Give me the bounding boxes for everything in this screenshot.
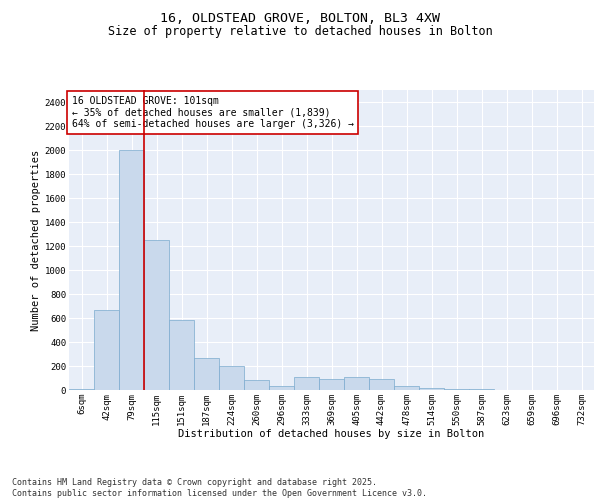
Bar [119, 150, 144, 390]
Bar [144, 240, 169, 390]
Bar [419, 388, 444, 390]
Text: Contains HM Land Registry data © Crown copyright and database right 2025.
Contai: Contains HM Land Registry data © Crown c… [12, 478, 427, 498]
Bar [269, 386, 294, 390]
Bar [219, 366, 244, 390]
Bar [244, 380, 269, 390]
X-axis label: Distribution of detached houses by size in Bolton: Distribution of detached houses by size … [178, 429, 485, 439]
Bar [394, 386, 419, 390]
Bar [69, 389, 94, 390]
Text: 16, OLDSTEAD GROVE, BOLTON, BL3 4XW: 16, OLDSTEAD GROVE, BOLTON, BL3 4XW [160, 12, 440, 26]
Bar [344, 377, 369, 390]
Bar [369, 379, 394, 390]
Bar [94, 310, 119, 390]
Bar [294, 377, 319, 390]
Bar [319, 379, 344, 390]
Text: 16 OLDSTEAD GROVE: 101sqm
← 35% of detached houses are smaller (1,839)
64% of se: 16 OLDSTEAD GROVE: 101sqm ← 35% of detac… [71, 96, 353, 129]
Bar [194, 358, 219, 390]
Text: Size of property relative to detached houses in Bolton: Size of property relative to detached ho… [107, 25, 493, 38]
Bar [169, 320, 194, 390]
Y-axis label: Number of detached properties: Number of detached properties [31, 150, 41, 330]
